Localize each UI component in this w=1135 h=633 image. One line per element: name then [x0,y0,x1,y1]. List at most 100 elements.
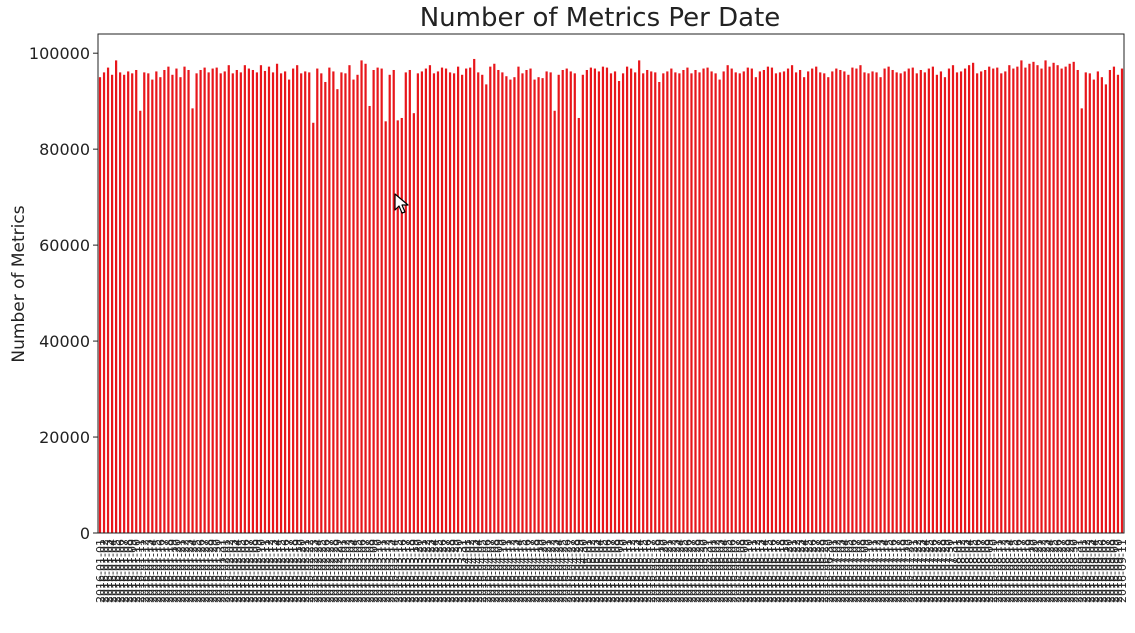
bar [481,74,484,533]
bar [811,68,814,534]
bar [533,79,536,534]
bar [698,72,701,533]
bar [589,67,592,533]
bar [477,72,480,533]
x-tick-label: 2016-04-28 [569,539,582,603]
bar [593,68,597,534]
bar [718,79,721,534]
bar [774,73,778,533]
x-tick-label: 2016-02-10 [255,539,268,603]
bar [847,74,850,533]
x-tick-label: 2016-01-27 [199,539,212,603]
x-tick-label: 2016-05-10 [617,539,630,603]
x-tick-label: 2016-07-31 [947,539,960,603]
bar [493,63,496,533]
bar [1084,72,1087,533]
x-tick-label: 2016-08-03 [959,539,972,603]
bar [613,71,617,534]
bar [1104,84,1108,533]
x-tick-label: 2016-06-22 [790,539,803,603]
x-tick-label: 2016-03-12 [380,539,393,603]
bar [444,68,448,534]
bar [143,72,146,533]
x-tick-label: 2016-04-19 [533,539,546,603]
x-tick-label: 2016-07-17 [891,539,904,603]
bar [352,79,355,534]
x-tick-label: 2016-02-20 [295,539,308,603]
x-tick-label: 2016-03-15 [392,539,405,603]
bar [505,76,508,533]
bar [1048,66,1051,533]
x-tick-label: 2016-02-21 [299,539,312,603]
x-tick-label: 2016-08-01 [951,539,964,603]
x-tick-label: 2016-04-24 [553,539,566,603]
bar [102,72,106,533]
x-tick-label: 2016-01-24 [187,539,200,603]
bar [642,73,645,533]
x-tick-label: 2016-03-30 [452,539,465,603]
y-tick-label: 60000 [39,236,90,255]
bar [392,69,395,533]
x-tick-label: 2016-05-03 [589,539,602,603]
bar [167,66,170,533]
bar [710,71,713,534]
x-tick-label: 2016-04-10 [496,539,509,603]
x-tick-label: 2016-02-05 [235,539,248,603]
bar [1100,77,1103,534]
x-tick-label: 2016-03-29 [448,539,461,603]
bar [1024,67,1027,533]
bar [782,71,786,534]
bar [935,74,939,533]
x-tick-label: 2016-06-18 [774,539,787,603]
x-tick-label: 2016-03-27 [440,539,453,603]
x-tick-label: 2016-08-24 [1044,539,1057,603]
x-tick-label: 2016-05-12 [625,539,638,603]
x-tick-label: 2016-01-18 [162,539,175,603]
x-tick-label: 2016-03-21 [416,539,429,603]
bar [187,69,190,533]
bar [883,68,886,534]
bar [513,77,516,534]
bar [1088,73,1091,533]
bar [521,73,524,533]
bar [963,68,967,534]
bar [235,69,238,533]
x-tick-label: 2016-04-13 [508,539,521,603]
x-tick-label: 2016-08-29 [1064,539,1077,603]
x-tick-label: 2016-01-25 [191,539,204,603]
x-tick-label: 2016-07-23 [915,539,928,603]
x-tick-label: 2016-07-28 [935,539,948,603]
bar [537,77,540,534]
bar [485,84,488,533]
bar [312,122,315,534]
x-tick-label: 2016-02-09 [251,539,264,603]
x-axis: 2016-01-012016-01-022016-01-032016-01-04… [94,539,1129,603]
x-tick-label: 2016-09-03 [1084,539,1097,603]
x-tick-label: 2016-08-08 [979,539,992,603]
x-tick-label: 2016-03-22 [420,539,433,603]
bar [1072,61,1075,533]
bar [255,72,259,533]
x-tick-label: 2016-07-09 [858,539,871,603]
x-tick-label: 2016-06-29 [818,539,831,603]
bar [1092,79,1095,534]
bar [456,66,460,533]
bar [919,69,922,533]
bar [927,68,930,534]
y-tick-label: 40000 [39,332,90,351]
x-tick-label: 2016-02-19 [291,539,304,603]
x-tick-label: 2016-02-06 [239,539,252,603]
bar [183,66,186,533]
bar [1000,73,1003,533]
bar [1040,68,1043,534]
bar [875,72,878,533]
bar [384,121,387,533]
x-tick-label: 2016-03-18 [404,539,417,603]
bar [686,67,689,533]
bar [658,81,661,533]
bar [714,73,717,533]
x-tick-label: 2016-04-25 [557,539,570,603]
bar [807,71,810,534]
bar [529,68,532,534]
x-tick-label: 2016-06-12 [750,539,763,603]
